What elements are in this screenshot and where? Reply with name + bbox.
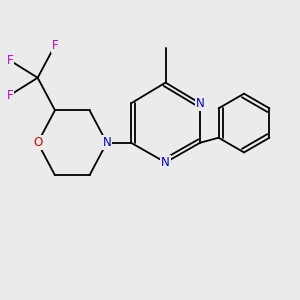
Text: F: F [7,54,13,67]
Text: O: O [33,136,42,149]
Text: N: N [161,156,170,169]
Text: N: N [196,97,205,110]
Text: N: N [102,136,111,149]
Text: F: F [52,39,58,52]
Text: F: F [7,88,13,101]
